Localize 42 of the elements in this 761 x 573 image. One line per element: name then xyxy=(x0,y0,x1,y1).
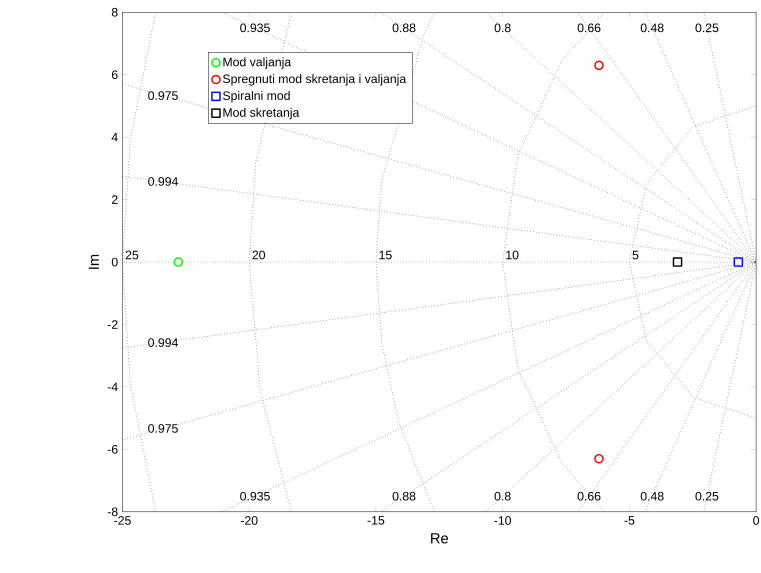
x-tick-label: -20 xyxy=(240,516,258,525)
legend-label: Mod skretanja xyxy=(223,108,300,120)
x-tick-label: -25 xyxy=(114,516,131,525)
y-tick-label: 0 xyxy=(112,258,118,266)
legend-label: Spiralni mod xyxy=(223,90,290,102)
annotation: 0.25 xyxy=(695,24,718,32)
annotation: 15 xyxy=(380,250,392,260)
annotation: 0.994 xyxy=(148,338,178,347)
y-tick-label: -2 xyxy=(108,320,118,329)
y-tick-label: -4 xyxy=(108,382,118,392)
annotation: 0.66 xyxy=(578,492,600,501)
x-axis-title: Re xyxy=(431,533,448,544)
annotation: 0.48 xyxy=(640,492,664,501)
annotation: 25 xyxy=(126,250,138,260)
legend-label: Mod valjanja xyxy=(223,57,292,69)
annotation: 0.975 xyxy=(148,424,178,433)
y-tick-label: 4 xyxy=(112,132,118,142)
x-tick-label: -15 xyxy=(368,516,384,525)
annotation: 0.88 xyxy=(392,24,416,32)
annotation: 0.8 xyxy=(494,24,511,32)
y-tick-label: 8 xyxy=(112,8,118,17)
annotation: 0.935 xyxy=(240,24,270,32)
annotation: 5 xyxy=(632,250,638,260)
annotation: 0.48 xyxy=(640,24,664,32)
annotation: 20 xyxy=(252,250,266,260)
legend-label: Spregnuti mod skretanja i valjanja xyxy=(223,74,406,86)
annotation: 10 xyxy=(506,250,518,260)
annotation: 0.25 xyxy=(695,492,718,501)
annotation: 0.975 xyxy=(148,91,178,100)
x-tick-label: -10 xyxy=(494,516,512,525)
x-tick-label: -5 xyxy=(624,516,634,525)
x-tick-label: 0 xyxy=(753,516,760,525)
y-tick-label: 2 xyxy=(112,195,118,204)
annotation: 0.8 xyxy=(494,492,511,501)
y-axis-title: Im xyxy=(88,254,99,269)
y-tick-label: -8 xyxy=(108,507,118,516)
annotation: 0.935 xyxy=(240,492,270,501)
y-tick-label: 6 xyxy=(112,70,118,79)
annotation: 0.88 xyxy=(392,492,416,501)
y-tick-label: -6 xyxy=(108,445,118,454)
annotation: 0.66 xyxy=(578,24,600,32)
annotation: 0.994 xyxy=(148,177,178,186)
